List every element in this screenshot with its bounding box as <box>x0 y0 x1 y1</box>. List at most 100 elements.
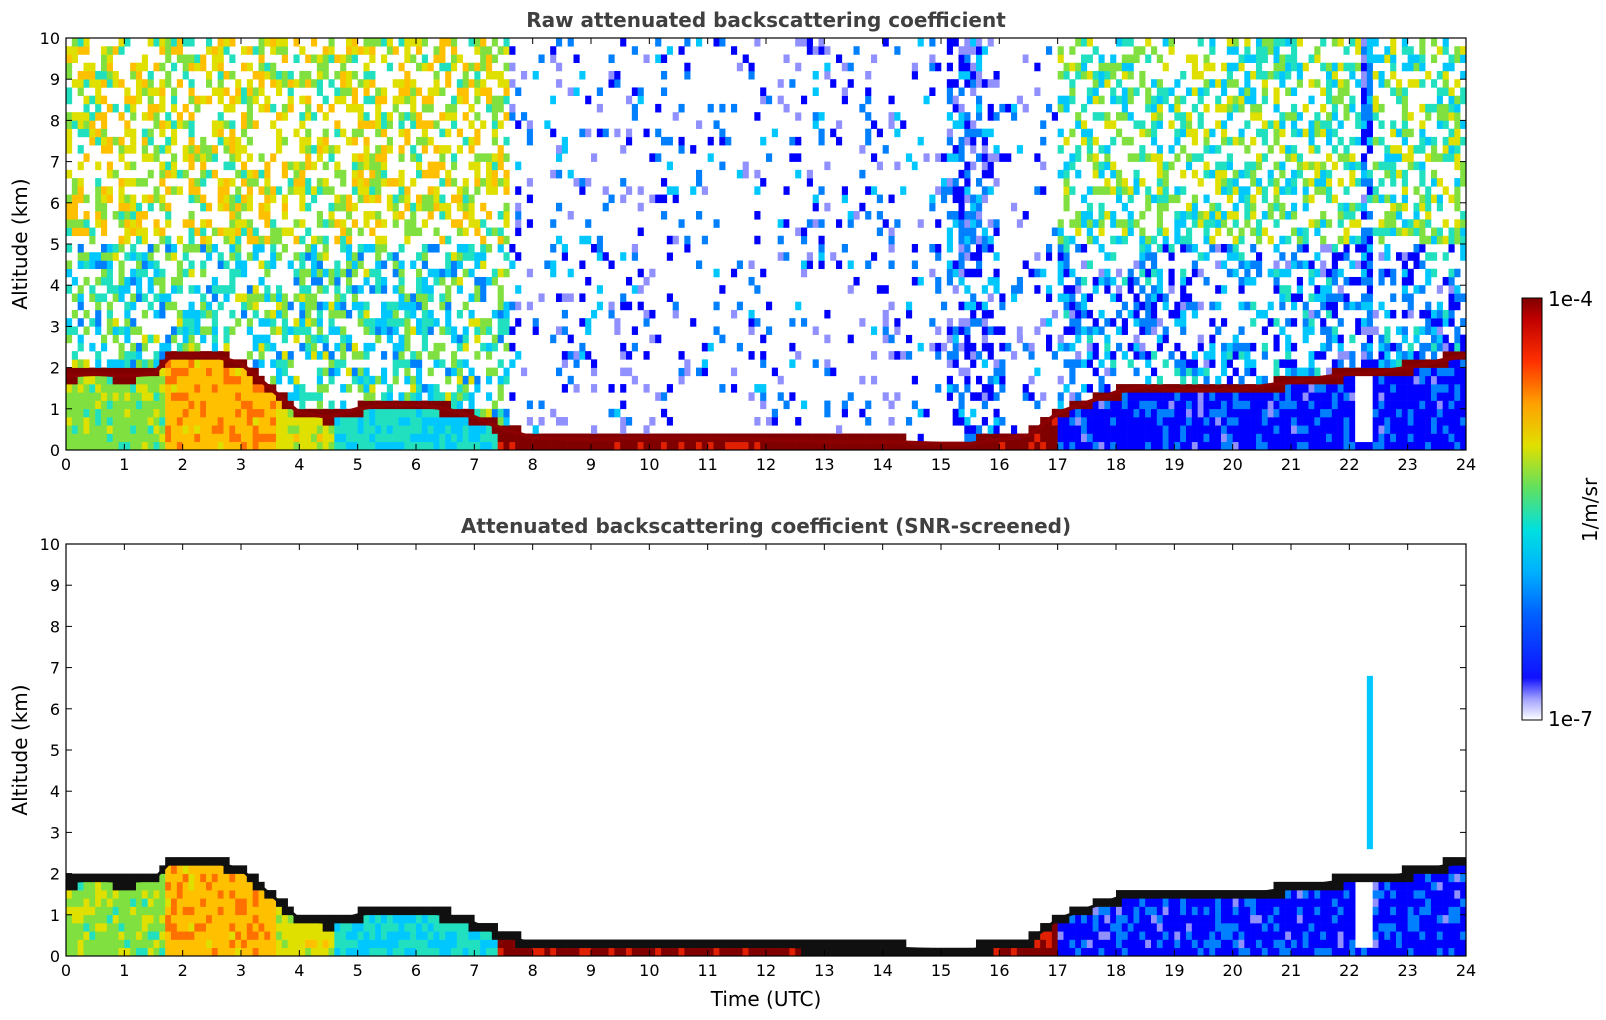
field-cell <box>95 70 102 80</box>
field-cell <box>124 161 131 171</box>
field-cell <box>1361 95 1368 105</box>
field-cell <box>1069 95 1076 105</box>
field-cell <box>427 408 434 418</box>
field-cell <box>398 351 405 360</box>
field-cell <box>1028 268 1035 278</box>
field-cell <box>1180 219 1187 228</box>
field-cell <box>392 351 399 360</box>
field-cell <box>1151 441 1158 450</box>
field-cell <box>515 211 522 220</box>
field-cell <box>176 186 183 195</box>
field-cell <box>1320 392 1327 401</box>
field-cell <box>421 326 428 335</box>
field-cell <box>1302 417 1309 426</box>
field-cell <box>643 128 650 138</box>
field-cell <box>276 46 283 55</box>
field-cell <box>1232 169 1239 179</box>
field-cell <box>1151 425 1158 434</box>
field-cell <box>1314 227 1321 237</box>
field-cell <box>1232 62 1239 72</box>
field-cell <box>789 219 796 228</box>
field-cell <box>1127 38 1134 47</box>
field-cell <box>1051 227 1058 237</box>
field-cell <box>1256 441 1263 450</box>
field-cell <box>981 169 988 179</box>
field-cell <box>165 112 172 121</box>
field-cell <box>1028 441 1035 450</box>
field-cell <box>964 62 971 72</box>
field-cell <box>1250 392 1257 401</box>
field-cell <box>421 301 428 311</box>
field-cell <box>159 169 166 179</box>
field-cell <box>258 235 265 245</box>
field-cell <box>719 334 726 344</box>
field-cell <box>1057 235 1064 245</box>
field-cell <box>836 120 843 129</box>
field-cell <box>474 112 481 121</box>
field-cell <box>182 38 189 47</box>
field-cell <box>165 235 172 245</box>
field-cell <box>981 136 988 146</box>
field-cell <box>124 408 131 418</box>
field-cell <box>1005 441 1012 450</box>
field-cell <box>573 359 580 368</box>
field-cell <box>754 285 761 294</box>
field-cell <box>311 392 318 401</box>
field-cell <box>235 219 242 228</box>
field-cell <box>1086 417 1093 426</box>
field-cell <box>316 153 323 162</box>
field-cell <box>340 87 347 96</box>
field-cell <box>1331 79 1338 88</box>
field-cell <box>206 441 213 450</box>
field-cell <box>194 417 201 426</box>
field-cell <box>194 54 201 64</box>
field-cell <box>246 301 253 311</box>
field-cell <box>1063 136 1070 146</box>
field-cell <box>445 70 452 80</box>
field-cell <box>200 293 207 302</box>
field-cell <box>1215 244 1222 253</box>
field-cell <box>1180 408 1187 418</box>
field-cell <box>252 301 259 311</box>
field-cell <box>602 252 609 261</box>
field-cell <box>328 268 335 278</box>
field-cell <box>1337 408 1344 418</box>
field-cell <box>713 219 720 228</box>
field-cell <box>1244 38 1251 47</box>
field-cell <box>159 227 166 237</box>
field-cell <box>1139 301 1146 311</box>
field-cell <box>1145 95 1152 105</box>
field-cell <box>106 367 113 377</box>
field-cell <box>340 202 347 212</box>
field-cell <box>970 38 977 47</box>
field-cell <box>252 244 259 253</box>
field-cell <box>1110 417 1117 426</box>
field-cell <box>1086 309 1093 319</box>
field-cell <box>503 417 510 426</box>
field-cell <box>101 367 108 377</box>
field-cell <box>661 392 668 401</box>
field-cell <box>241 392 248 401</box>
field-cell <box>1121 235 1128 245</box>
field-cell <box>153 276 160 286</box>
field-cell <box>1314 425 1321 434</box>
field-cell <box>596 235 603 245</box>
field-cell <box>1331 400 1338 410</box>
field-cell <box>159 62 166 72</box>
field-cell <box>1116 62 1123 72</box>
field-cell <box>334 219 341 228</box>
field-cell <box>1180 285 1187 294</box>
field-cell <box>631 252 638 261</box>
field-cell <box>427 202 434 212</box>
field-cell <box>1086 293 1093 302</box>
field-cell <box>976 95 983 105</box>
field-cell <box>316 309 323 319</box>
field-cell <box>1156 194 1163 204</box>
field-cell <box>491 169 498 179</box>
field-cell <box>556 417 563 426</box>
field-cell <box>346 252 353 261</box>
field-cell <box>987 326 994 335</box>
field-cell <box>888 235 895 245</box>
field-cell <box>1086 408 1093 418</box>
field-cell <box>264 178 271 187</box>
